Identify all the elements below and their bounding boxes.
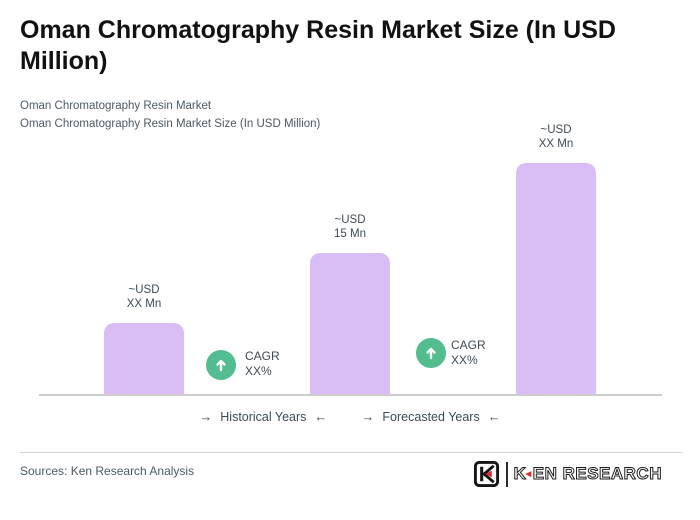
logo-divider <box>505 461 508 487</box>
subtitle-line-1: Oman Chromatography Resin Market <box>20 100 212 112</box>
cagr-badge-circle-2 <box>416 338 446 368</box>
footer-divider <box>20 452 683 453</box>
page-title: Oman Chromatography Resin Market Size (I… <box>20 16 616 75</box>
cagr-label-1: CAGR XX% <box>245 349 280 378</box>
left-arrow-icon: ← <box>487 409 501 424</box>
bar-historical <box>104 323 184 394</box>
legend-label-historical: Historical Years <box>220 410 307 424</box>
right-arrow-icon: → <box>199 409 213 424</box>
bar-value-label-forecast: ~USD XX Mn <box>538 124 574 150</box>
bar-base-year <box>310 253 390 394</box>
legend-forecasted-years: → Forecasted Years ← <box>361 409 500 425</box>
cagr-label-2: CAGR XX% <box>451 338 486 367</box>
ken-research-logo: K ◄ EN RESEARCH <box>473 459 662 489</box>
bar-value-label-historical: ~USD XX Mn <box>126 284 162 310</box>
chart-subtitle: Oman Chromatography Resin Market Oman Ch… <box>20 97 320 133</box>
legend-label-forecasted: Forecasted Years <box>382 410 480 424</box>
legend-historical-years: → Historical Years ← <box>199 409 327 425</box>
up-arrow-icon <box>216 359 226 372</box>
axis-period-legend: → Historical Years ← → Forecasted Years … <box>0 409 700 425</box>
right-arrow-icon: → <box>361 409 375 424</box>
sources-note: Sources: Ken Research Analysis <box>20 464 195 478</box>
left-arrow-icon: ← <box>314 409 328 424</box>
bar-value-label-base: ~USD 15 Mn <box>334 214 366 240</box>
bar-forecast <box>516 163 596 394</box>
ken-research-k-emblem-icon <box>473 460 499 488</box>
x-axis-line <box>39 394 662 396</box>
cagr-badge-circle-1 <box>206 350 236 380</box>
up-arrow-icon <box>426 347 436 360</box>
logo-red-arrow-icon: ◄ <box>523 468 534 480</box>
logo-wordmark: K ◄ EN RESEARCH <box>513 464 662 484</box>
subtitle-line-2: Oman Chromatography Resin Market Size (I… <box>20 118 321 130</box>
